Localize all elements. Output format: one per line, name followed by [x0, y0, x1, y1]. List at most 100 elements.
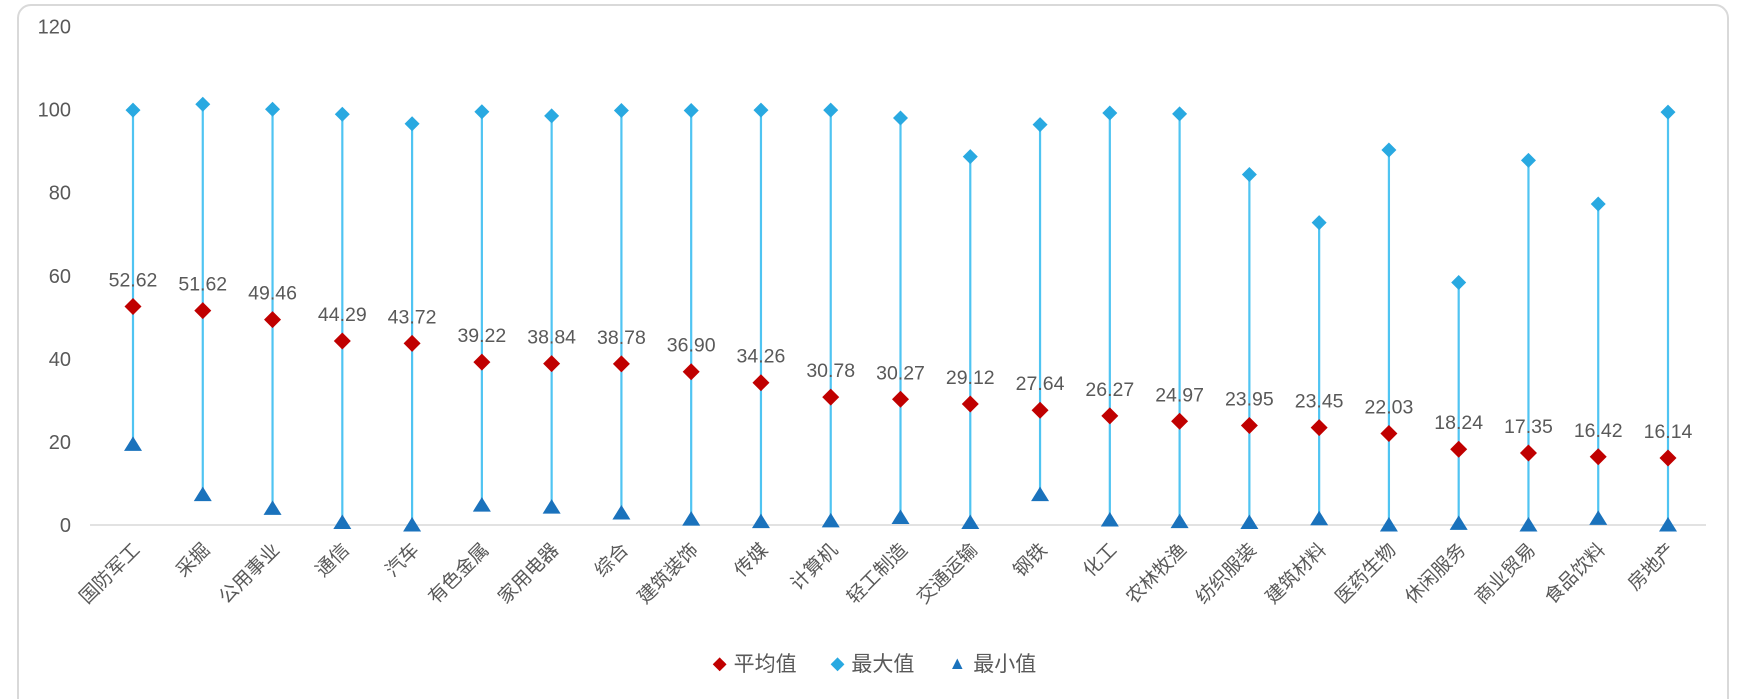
min-marker: [1379, 517, 1398, 532]
y-tick-label: 120: [38, 17, 71, 39]
avg-marker: [543, 355, 561, 373]
x-category-label: 计算机: [786, 539, 842, 595]
min-marker: [542, 499, 561, 514]
avg-marker: [822, 388, 840, 406]
x-category-label: 家用电器: [494, 539, 563, 608]
max-marker: [613, 103, 629, 119]
max-marker: [1241, 166, 1257, 182]
avg-marker: [1240, 417, 1258, 435]
avg-data-label: 22.03: [1365, 397, 1414, 419]
max-marker: [683, 103, 699, 119]
x-category-label: 公用事业: [215, 539, 284, 608]
avg-data-label: 36.90: [667, 335, 716, 357]
min-marker: [821, 512, 840, 528]
avg-data-label: 26.27: [1085, 379, 1134, 401]
min-marker: [1170, 513, 1189, 529]
max-marker: [544, 108, 560, 124]
avg-data-label: 38.78: [597, 327, 646, 349]
legend-item-minimum: ▲ 最小值: [948, 648, 1036, 678]
x-category-label: 采掘: [172, 539, 214, 581]
avg-marker: [333, 332, 351, 350]
min-marker: [1589, 510, 1608, 525]
x-category-label: 轻工制造: [843, 539, 912, 608]
minimum-triangle-icon: ▲: [948, 653, 967, 673]
avg-marker: [124, 297, 142, 315]
avg-data-label: 51.62: [178, 274, 227, 296]
max-marker: [1032, 117, 1048, 133]
x-category-label: 传媒: [730, 539, 772, 581]
avg-data-label: 23.45: [1295, 391, 1344, 413]
legend-item-average: ◆ 平均值: [713, 648, 797, 678]
avg-marker: [1031, 401, 1049, 419]
x-category-label: 农林牧渔: [1122, 539, 1191, 608]
min-marker: [891, 509, 910, 525]
avg-marker: [1519, 444, 1537, 462]
avg-marker: [194, 302, 212, 320]
x-category-label: 化工: [1079, 539, 1121, 581]
min-marker: [472, 497, 491, 512]
avg-data-label: 24.97: [1155, 384, 1204, 406]
avg-data-label: 30.78: [806, 360, 855, 382]
x-category-label: 交通运输: [913, 539, 982, 608]
min-marker: [124, 436, 142, 451]
max-marker: [823, 102, 839, 118]
avg-marker: [473, 353, 491, 371]
min-marker: [263, 500, 282, 515]
x-category-label: 纺织服装: [1192, 539, 1261, 608]
avg-data-label: 29.12: [946, 367, 995, 389]
min-marker: [1031, 486, 1050, 502]
max-marker: [1590, 196, 1606, 212]
min-marker: [612, 504, 631, 520]
max-marker: [1660, 104, 1676, 120]
avg-data-label: 44.29: [318, 304, 367, 326]
min-marker: [1659, 517, 1678, 532]
y-tick-label: 60: [49, 266, 71, 288]
max-marker: [1311, 215, 1327, 231]
x-category-label: 通信: [311, 539, 353, 581]
y-tick-label: 20: [49, 432, 71, 454]
y-tick-label: 0: [60, 515, 71, 537]
x-category-label: 商业贸易: [1471, 539, 1540, 608]
x-category-label: 国防军工: [75, 539, 144, 608]
min-marker: [333, 514, 352, 530]
avg-data-label: 30.27: [876, 362, 925, 384]
avg-marker: [961, 395, 979, 413]
x-category-label: 综合: [591, 539, 633, 581]
avg-marker: [892, 390, 910, 408]
min-marker: [1519, 517, 1538, 532]
avg-marker: [403, 334, 421, 352]
legend-item-maximum: ◆ 最大值: [831, 648, 915, 678]
x-category-label: 有色金属: [424, 539, 493, 608]
x-category-label: 房地产: [1624, 539, 1680, 595]
max-marker: [893, 110, 909, 126]
max-marker: [1102, 105, 1118, 121]
avg-marker: [752, 374, 770, 392]
avg-marker: [612, 355, 630, 373]
avg-data-label: 18.24: [1434, 412, 1483, 434]
max-marker: [334, 106, 350, 122]
y-tick-label: 40: [49, 349, 71, 371]
x-category-label: 医药生物: [1331, 539, 1400, 608]
min-marker: [961, 514, 980, 530]
maximum-diamond-icon: ◆: [830, 653, 845, 673]
max-marker: [962, 149, 978, 165]
chart-frame: [17, 4, 1729, 699]
average-diamond-icon: ◆: [712, 653, 727, 673]
max-marker: [753, 102, 769, 118]
min-marker: [1100, 512, 1119, 527]
avg-data-label: 39.22: [457, 325, 506, 347]
min-marker: [1310, 510, 1329, 526]
legend-label-minimum: 最小值: [973, 653, 1037, 676]
avg-data-label: 17.35: [1504, 416, 1553, 438]
avg-marker: [1171, 412, 1189, 430]
avg-marker: [682, 363, 700, 381]
avg-data-label: 27.64: [1016, 373, 1065, 395]
min-marker: [751, 513, 770, 529]
legend-label-average: 平均值: [733, 653, 797, 676]
avg-marker: [1310, 419, 1328, 437]
x-category-label: 休闲服务: [1401, 539, 1470, 608]
avg-data-label: 49.46: [248, 283, 297, 305]
max-marker: [1451, 274, 1467, 290]
y-tick-label: 80: [49, 183, 71, 205]
